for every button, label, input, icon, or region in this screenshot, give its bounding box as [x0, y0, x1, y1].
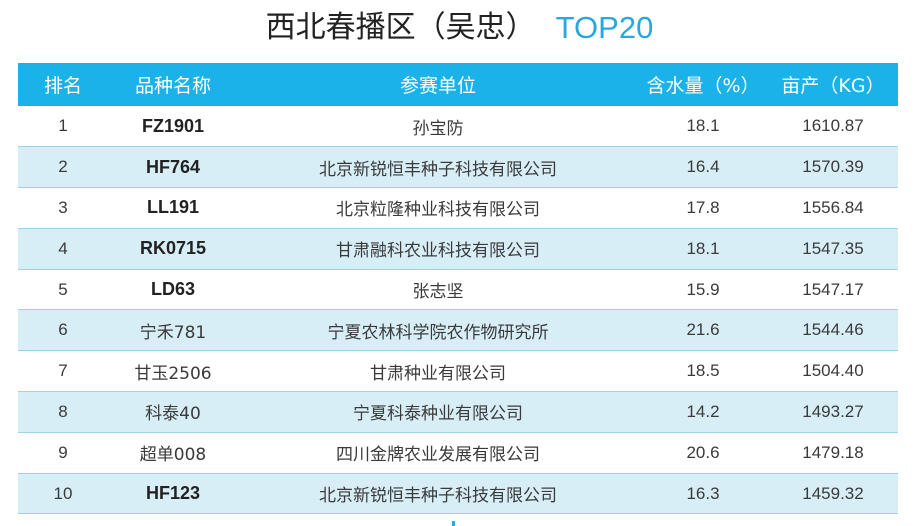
cell-rank: 9	[18, 432, 108, 474]
cell-moisture: 16.3	[638, 473, 768, 515]
cell-rank: 2	[18, 146, 108, 189]
cell-moisture: 18.1	[638, 106, 768, 148]
cell-variety: 科泰40	[108, 391, 238, 433]
table-row: 3 LL191 北京粒隆种业科技有限公司 17.8 1556.84	[18, 187, 898, 229]
cell-rank: 8	[18, 391, 108, 433]
table-body: 1 FZ1901 孙宝防 18.1 1610.87 2 HF764 北京新锐恒丰种子科技有限公…	[18, 106, 898, 515]
table-header: 排名 品种名称 参赛单位 含水量（%） 亩产（KG）	[18, 63, 898, 106]
cell-yield: 1570.39	[768, 146, 898, 189]
cell-rank: 7	[18, 350, 108, 393]
cell-unit: 北京新锐恒丰种子科技有限公司	[238, 146, 638, 189]
table-row: 5 LD63 张志坚 15.9 1547.17	[18, 269, 898, 311]
cell-variety: RK0715	[108, 228, 238, 270]
cell-unit: 宁夏农林科学院农作物研究所	[238, 309, 638, 352]
page-title: 西北春播区（吴忠） TOP20	[0, 6, 919, 50]
table-row: 8 科泰40 宁夏科泰种业有限公司 14.2 1493.27	[18, 391, 898, 433]
ranking-table-container: 排名 品种名称 参赛单位 含水量（%） 亩产（KG） 1 FZ1901 孙宝防 18.…	[18, 63, 898, 515]
table-row: 2 HF764 北京新锐恒丰种子科技有限公司 16.4 1570.39	[18, 146, 898, 189]
cell-unit: 甘肃种业有限公司	[238, 350, 638, 393]
cell-moisture: 15.9	[638, 269, 768, 311]
cell-variety: 宁禾781	[108, 309, 238, 352]
table-row: 4 RK0715 甘肃融科农业科技有限公司 18.1 1547.35	[18, 228, 898, 270]
cell-moisture: 21.6	[638, 309, 768, 352]
header-variety: 品种名称	[134, 75, 211, 97]
cell-rank: 6	[18, 309, 108, 352]
table-row: 1 FZ1901 孙宝防 18.1 1610.87	[18, 106, 898, 148]
cell-rank: 1	[18, 106, 108, 148]
header-row: 排名 品种名称 参赛单位 含水量（%） 亩产（KG）	[18, 63, 898, 106]
header-moisture: 含水量（%）	[646, 75, 760, 97]
header-rank: 排名	[43, 75, 82, 97]
cell-variety: HF123	[108, 473, 238, 515]
ranking-table: 排名 品种名称 参赛单位 含水量（%） 亩产（KG） 1 FZ1901 孙宝防 18.…	[18, 63, 898, 515]
cell-variety: HF764	[108, 146, 238, 189]
cell-unit: 甘肃融科农业科技有限公司	[238, 228, 638, 270]
cell-yield: 1556.84	[768, 187, 898, 229]
bottom-accent-mark	[452, 521, 455, 526]
cell-rank: 3	[18, 187, 108, 229]
cell-yield: 1504.40	[768, 350, 898, 393]
cell-variety: FZ1901	[108, 106, 238, 148]
cell-yield: 1547.35	[768, 228, 898, 270]
cell-unit: 宁夏科泰种业有限公司	[238, 391, 638, 433]
cell-yield: 1547.17	[768, 269, 898, 311]
cell-yield: 1479.18	[768, 432, 898, 474]
table-row: 9 超单008 四川金牌农业发展有限公司 20.6 1479.18	[18, 432, 898, 474]
cell-moisture: 18.5	[638, 350, 768, 393]
cell-rank: 10	[18, 473, 108, 515]
table-row: 7 甘玉2506 甘肃种业有限公司 18.5 1504.40	[18, 350, 898, 393]
table-row: 10 HF123 北京新锐恒丰种子科技有限公司 16.3 1459.32	[18, 473, 898, 515]
cell-yield: 1544.46	[768, 309, 898, 352]
cell-moisture: 17.8	[638, 187, 768, 229]
cell-unit: 北京粒隆种业科技有限公司	[238, 187, 638, 229]
header-yield: 亩产（KG）	[781, 75, 885, 97]
title-accent: TOP20	[555, 10, 654, 45]
cell-variety: LL191	[108, 187, 238, 229]
cell-variety: 甘玉2506	[108, 350, 238, 393]
cell-unit: 张志坚	[238, 269, 638, 311]
cell-unit: 四川金牌农业发展有限公司	[238, 432, 638, 474]
cell-moisture: 18.1	[638, 228, 768, 270]
header-unit: 参赛单位	[399, 75, 476, 97]
cell-moisture: 20.6	[638, 432, 768, 474]
title-main: 西北春播区（吴忠）	[265, 10, 536, 45]
cell-variety: 超单008	[108, 432, 238, 474]
cell-rank: 5	[18, 269, 108, 311]
cell-unit: 北京新锐恒丰种子科技有限公司	[238, 473, 638, 515]
cell-moisture: 14.2	[638, 391, 768, 433]
cell-yield: 1610.87	[768, 106, 898, 148]
cell-yield: 1459.32	[768, 473, 898, 515]
cell-unit: 孙宝防	[238, 106, 638, 148]
cell-yield: 1493.27	[768, 391, 898, 433]
cell-moisture: 16.4	[638, 146, 768, 189]
table-row: 6 宁禾781 宁夏农林科学院农作物研究所 21.6 1544.46	[18, 309, 898, 352]
cell-rank: 4	[18, 228, 108, 270]
cell-variety: LD63	[108, 269, 238, 311]
